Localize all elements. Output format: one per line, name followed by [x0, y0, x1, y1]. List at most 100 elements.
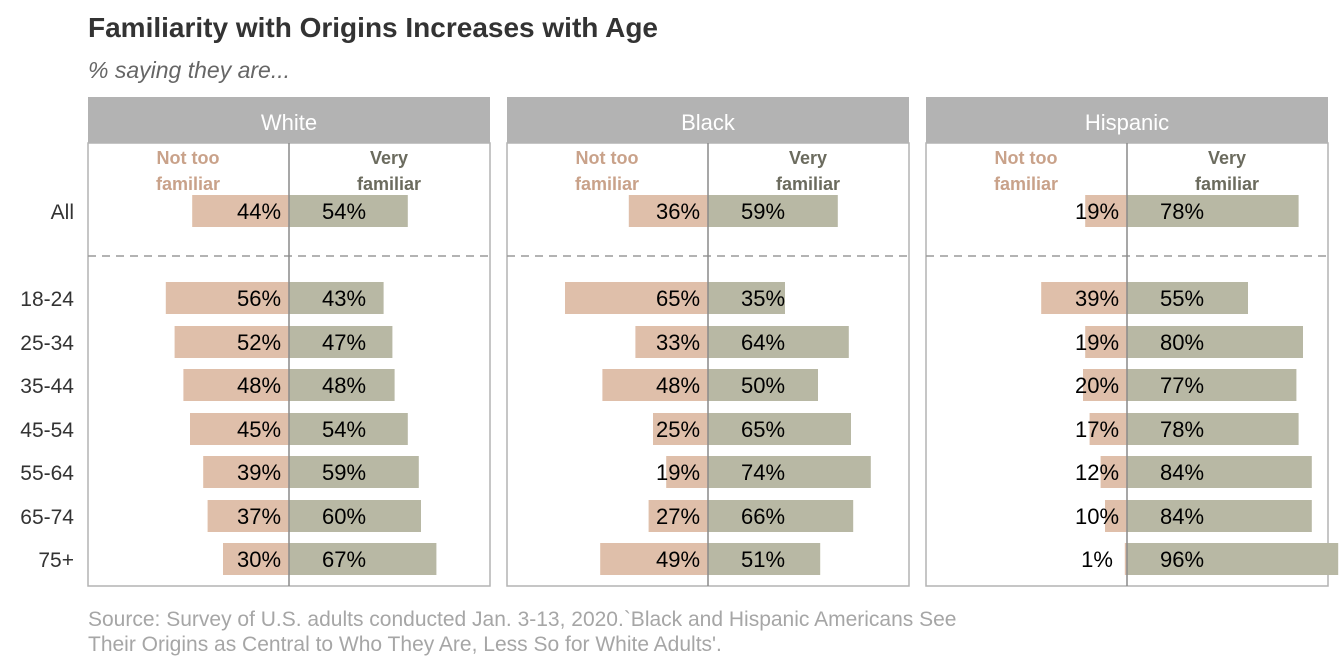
bar-not-too-white-4 — [190, 413, 289, 445]
bar-not-too-black-1 — [565, 282, 708, 314]
bar-very-black-1 — [708, 282, 785, 314]
legend-not-too-white: Not too — [157, 148, 220, 168]
bar-not-too-white-3 — [183, 369, 289, 401]
bar-not-too-hispanic-5 — [1100, 456, 1127, 488]
chart-title: Familiarity with Origins Increases with … — [88, 12, 659, 43]
bar-not-too-white-1 — [165, 282, 289, 314]
value-label-very-black-2: 64% — [741, 330, 785, 355]
legend-very-familiar-hispanic: familiar — [1195, 174, 1259, 194]
bar-very-white-0 — [289, 195, 408, 227]
bar-very-hispanic-3 — [1127, 369, 1297, 401]
legend-not-too-hispanic: Not too — [995, 148, 1058, 168]
category-label-25-34: 25-34 — [20, 332, 74, 355]
source-line-2: Their Origins as Central to Who They Are… — [88, 633, 722, 656]
bar-very-black-3 — [708, 369, 818, 401]
bar-very-white-2 — [289, 326, 393, 358]
value-label-very-white-2: 47% — [322, 330, 366, 355]
bar-very-black-6 — [708, 500, 854, 532]
value-label-very-hispanic-6: 84% — [1160, 504, 1204, 529]
value-label-very-black-4: 65% — [741, 417, 785, 442]
bar-not-too-hispanic-7 — [1124, 543, 1127, 575]
value-label-not-too-black-5: 19% — [656, 460, 700, 485]
legend-very-familiar-black: familiar — [776, 174, 840, 194]
panel-title-white: White — [261, 110, 317, 135]
category-label-18-24: 18-24 — [20, 288, 74, 311]
bar-very-hispanic-1 — [1127, 282, 1248, 314]
value-label-not-too-hispanic-1: 39% — [1075, 286, 1119, 311]
bar-not-too-black-0 — [628, 195, 708, 227]
bar-very-hispanic-4 — [1127, 413, 1299, 445]
bar-very-hispanic-0 — [1127, 195, 1299, 227]
value-label-not-too-hispanic-4: 17% — [1075, 417, 1119, 442]
bar-not-too-hispanic-2 — [1085, 326, 1127, 358]
category-label-65-74: 65-74 — [20, 506, 74, 529]
bar-not-too-black-7 — [600, 543, 708, 575]
panel-title-black: Black — [681, 110, 736, 135]
bar-very-black-5 — [708, 456, 871, 488]
value-label-very-hispanic-2: 80% — [1160, 330, 1204, 355]
legend-very-hispanic: Very — [1208, 148, 1246, 168]
bar-very-white-4 — [289, 413, 408, 445]
bar-very-white-7 — [289, 543, 437, 575]
value-label-not-too-white-4: 45% — [237, 417, 281, 442]
category-label-All: All — [51, 201, 74, 224]
bar-very-white-5 — [289, 456, 419, 488]
panel-header-black — [507, 97, 909, 143]
bar-not-too-white-2 — [174, 326, 289, 358]
category-label-55-64: 55-64 — [20, 462, 74, 485]
bar-not-too-white-5 — [203, 456, 289, 488]
bar-very-white-1 — [289, 282, 384, 314]
category-label-45-54: 45-54 — [20, 419, 74, 442]
legend-very-black: Very — [789, 148, 827, 168]
value-label-not-too-black-1: 65% — [656, 286, 700, 311]
value-label-not-too-white-2: 52% — [237, 330, 281, 355]
value-label-not-too-hispanic-5: 12% — [1075, 460, 1119, 485]
value-label-very-hispanic-3: 77% — [1160, 373, 1204, 398]
value-label-not-too-black-2: 33% — [656, 330, 700, 355]
bar-very-hispanic-7 — [1127, 543, 1339, 575]
legend-not-too-black: Not too — [576, 148, 639, 168]
value-label-very-white-7: 67% — [322, 547, 366, 572]
value-label-very-black-3: 50% — [741, 373, 785, 398]
value-label-not-too-hispanic-6: 10% — [1075, 504, 1119, 529]
legend-very-white: Very — [370, 148, 408, 168]
value-label-not-too-white-1: 56% — [237, 286, 281, 311]
bar-not-too-black-4 — [653, 413, 708, 445]
value-label-very-black-0: 59% — [741, 199, 785, 224]
bar-not-too-black-6 — [648, 500, 708, 532]
value-label-very-white-0: 54% — [322, 199, 366, 224]
value-label-not-too-hispanic-0: 19% — [1075, 199, 1119, 224]
value-label-not-too-white-5: 39% — [237, 460, 281, 485]
value-label-not-too-hispanic-3: 20% — [1075, 373, 1119, 398]
bar-very-black-4 — [708, 413, 851, 445]
value-label-not-too-hispanic-7: 1% — [1081, 547, 1113, 572]
category-label-75+: 75+ — [38, 549, 74, 572]
bar-very-hispanic-5 — [1127, 456, 1312, 488]
value-label-very-white-5: 59% — [322, 460, 366, 485]
value-label-very-black-1: 35% — [741, 286, 785, 311]
panel-title-hispanic: Hispanic — [1085, 110, 1169, 135]
value-label-very-white-1: 43% — [322, 286, 366, 311]
value-label-very-hispanic-5: 84% — [1160, 460, 1204, 485]
value-label-not-too-black-7: 49% — [656, 547, 700, 572]
value-label-very-black-5: 74% — [741, 460, 785, 485]
legend-very-familiar-white: familiar — [357, 174, 421, 194]
bar-very-white-3 — [289, 369, 395, 401]
bar-not-too-hispanic-1 — [1041, 282, 1127, 314]
chart-subtitle: % saying they are... — [88, 57, 290, 83]
category-label-35-44: 35-44 — [20, 375, 74, 398]
bar-not-too-white-6 — [207, 500, 289, 532]
value-label-very-white-3: 48% — [322, 373, 366, 398]
value-label-not-too-white-6: 37% — [237, 504, 281, 529]
bar-very-hispanic-2 — [1127, 326, 1303, 358]
legend-not-too-familiar-black: familiar — [575, 174, 639, 194]
value-label-very-white-6: 60% — [322, 504, 366, 529]
value-label-not-too-hispanic-2: 19% — [1075, 330, 1119, 355]
value-label-very-white-4: 54% — [322, 417, 366, 442]
value-label-not-too-black-0: 36% — [656, 199, 700, 224]
bar-not-too-black-2 — [635, 326, 708, 358]
bar-not-too-hispanic-6 — [1105, 500, 1127, 532]
bar-very-black-0 — [708, 195, 838, 227]
bar-very-black-7 — [708, 543, 821, 575]
source-line-1: Source: Survey of U.S. adults conducted … — [88, 608, 957, 631]
